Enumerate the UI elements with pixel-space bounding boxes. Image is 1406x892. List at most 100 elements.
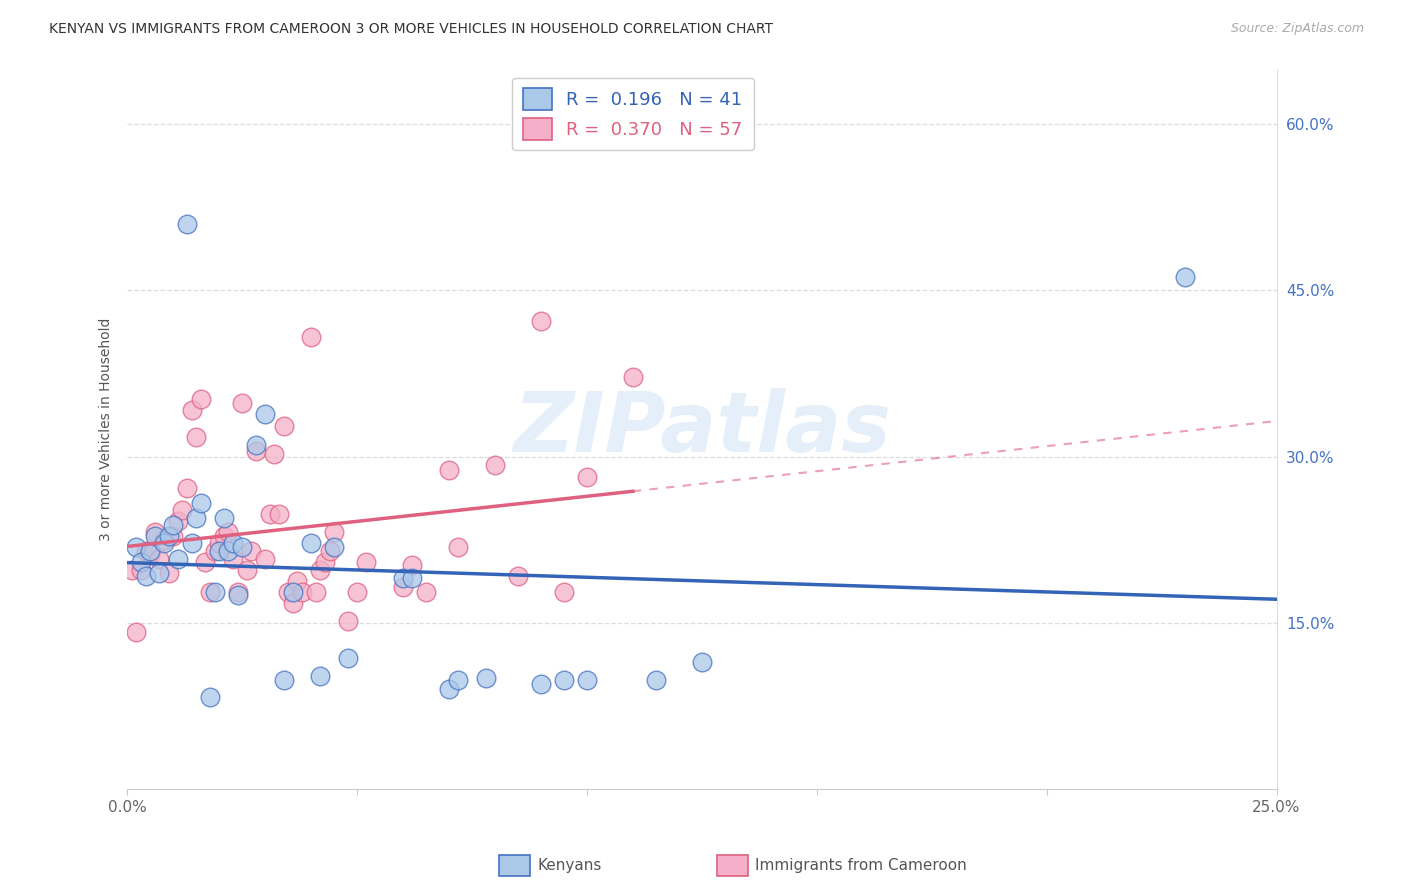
Point	[121, 563, 143, 577]
Point	[153, 536, 176, 550]
Point	[135, 543, 157, 558]
Text: KENYAN VS IMMIGRANTS FROM CAMEROON 3 OR MORE VEHICLES IN HOUSEHOLD CORRELATION C: KENYAN VS IMMIGRANTS FROM CAMEROON 3 OR …	[49, 22, 773, 37]
Point	[285, 574, 308, 588]
Point	[157, 566, 180, 580]
Point	[273, 418, 295, 433]
Point	[129, 555, 152, 569]
Point	[475, 671, 498, 685]
Point	[162, 529, 184, 543]
Point	[1174, 269, 1197, 284]
Point	[690, 655, 713, 669]
Point	[447, 541, 470, 555]
Point	[645, 673, 668, 688]
Point	[530, 314, 553, 328]
Point	[447, 673, 470, 688]
Point	[139, 547, 162, 561]
Point	[273, 673, 295, 688]
Point	[299, 536, 322, 550]
Point	[143, 529, 166, 543]
Point	[190, 392, 212, 406]
Point	[166, 551, 188, 566]
Point	[190, 496, 212, 510]
Point	[153, 533, 176, 547]
Point	[318, 543, 340, 558]
Point	[162, 518, 184, 533]
Point	[231, 541, 253, 555]
Text: Source: ZipAtlas.com: Source: ZipAtlas.com	[1230, 22, 1364, 36]
Point	[139, 543, 162, 558]
Point	[240, 543, 263, 558]
Point	[245, 438, 267, 452]
Point	[186, 429, 208, 443]
Point	[129, 563, 152, 577]
Point	[166, 514, 188, 528]
Point	[125, 541, 148, 555]
Point	[245, 444, 267, 458]
Point	[222, 536, 245, 550]
Point	[575, 673, 598, 688]
Point	[267, 507, 290, 521]
Point	[346, 584, 368, 599]
Point	[336, 651, 359, 665]
Point	[217, 524, 239, 539]
Point	[621, 369, 644, 384]
Point	[299, 330, 322, 344]
Point	[263, 447, 285, 461]
Point	[415, 584, 437, 599]
Point	[157, 529, 180, 543]
Point	[553, 673, 575, 688]
Point	[186, 510, 208, 524]
Point	[176, 481, 198, 495]
Text: Kenyans: Kenyans	[537, 858, 602, 872]
Text: ZIPatlas: ZIPatlas	[513, 388, 891, 469]
Point	[392, 572, 415, 586]
Point	[323, 541, 346, 555]
Point	[506, 569, 529, 583]
Point	[281, 584, 304, 599]
Point	[437, 682, 460, 697]
Point	[309, 669, 332, 683]
Point	[194, 555, 217, 569]
Point	[226, 588, 249, 602]
Point	[484, 458, 506, 473]
Point	[401, 558, 423, 573]
Point	[231, 396, 253, 410]
Legend: R =  0.196   N = 41, R =  0.370   N = 57: R = 0.196 N = 41, R = 0.370 N = 57	[512, 78, 754, 151]
Point	[336, 614, 359, 628]
Point	[309, 563, 332, 577]
Point	[401, 572, 423, 586]
Point	[180, 403, 202, 417]
Point	[222, 551, 245, 566]
Point	[291, 584, 314, 599]
Point	[204, 543, 226, 558]
Text: Immigrants from Cameroon: Immigrants from Cameroon	[755, 858, 967, 872]
Point	[135, 569, 157, 583]
Point	[254, 551, 277, 566]
Point	[575, 469, 598, 483]
Point	[148, 551, 170, 566]
Point	[212, 510, 235, 524]
Point	[180, 536, 202, 550]
Y-axis label: 3 or more Vehicles in Household: 3 or more Vehicles in Household	[100, 318, 114, 541]
Point	[198, 690, 221, 705]
Point	[281, 596, 304, 610]
Point	[236, 563, 259, 577]
Point	[437, 463, 460, 477]
Point	[208, 536, 231, 550]
Point	[277, 584, 299, 599]
Point	[143, 524, 166, 539]
Point	[172, 502, 194, 516]
Point	[204, 584, 226, 599]
Point	[217, 543, 239, 558]
Point	[148, 566, 170, 580]
Point	[226, 584, 249, 599]
Point	[323, 524, 346, 539]
Point	[254, 408, 277, 422]
Point	[356, 555, 378, 569]
Point	[125, 624, 148, 639]
Point	[259, 507, 281, 521]
Point	[176, 217, 198, 231]
Point	[208, 543, 231, 558]
Point	[305, 584, 328, 599]
Point	[314, 555, 336, 569]
